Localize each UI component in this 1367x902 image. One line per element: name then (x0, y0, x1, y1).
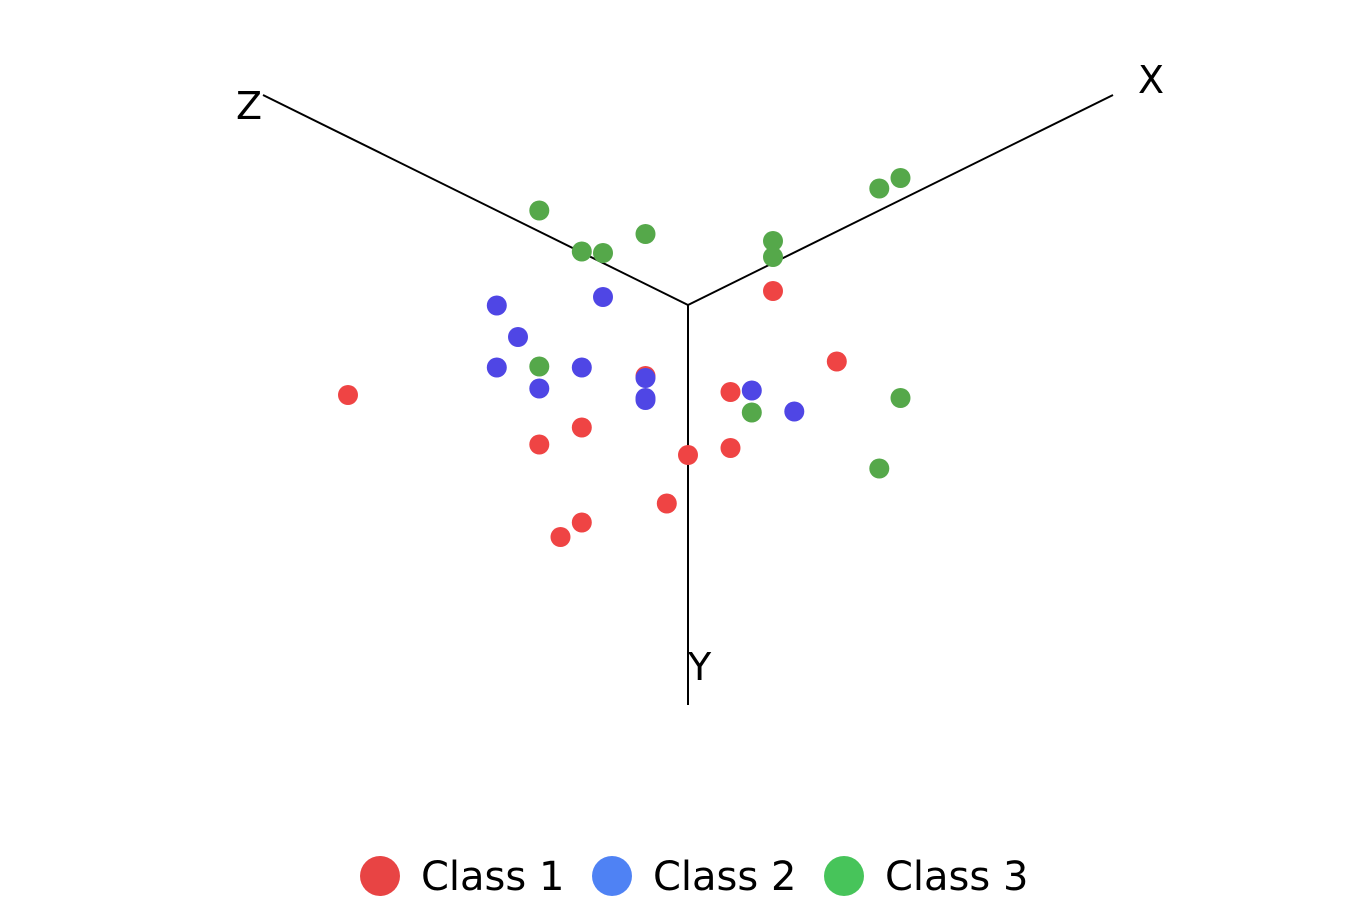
data-point-series-1-9 (571, 417, 592, 438)
data-point-series-2-9 (486, 357, 507, 378)
data-point-series-3-4 (869, 178, 890, 199)
data-point-series-2-1 (508, 327, 528, 347)
legend: Class 1 Class 2 Class 3 (360, 854, 1028, 900)
legend-swatch-1 (360, 856, 400, 896)
z-axis-line (262, 94, 689, 306)
data-point-series-3-5 (890, 168, 911, 188)
data-point-series-2-7 (784, 401, 805, 422)
data-points (338, 168, 911, 547)
x-axis-label: X (1138, 58, 1164, 102)
data-point-series-1-7 (678, 445, 698, 465)
legend-swatch-3 (824, 856, 864, 896)
data-point-series-1-10 (338, 385, 358, 405)
data-point-series-3-11 (529, 356, 550, 377)
series-3-points (529, 168, 911, 479)
legend-swatch-2 (592, 856, 632, 896)
series-2-points (486, 287, 805, 422)
data-point-series-1-11 (550, 527, 571, 547)
legend-item-1: Class 1 (360, 854, 564, 900)
data-point-series-3-3 (763, 231, 783, 251)
data-point-series-2-10 (529, 378, 550, 399)
data-point-series-3-8 (593, 243, 613, 263)
data-point-series-1-5 (656, 493, 677, 514)
data-point-series-3-9 (890, 388, 911, 408)
data-point-series-1-4 (571, 512, 592, 533)
data-point-series-1-6 (826, 351, 847, 372)
data-point-series-1-1 (763, 281, 783, 301)
data-point-series-3-2 (529, 200, 550, 221)
data-point-series-2-2 (571, 357, 592, 378)
data-point-series-3-10 (869, 458, 890, 479)
data-point-series-1-12 (720, 382, 741, 402)
x-axis-line (687, 94, 1114, 306)
data-point-series-3-7 (741, 402, 762, 423)
data-point-series-2-5 (741, 380, 762, 401)
series-1-points (338, 281, 847, 547)
data-point-series-3-1 (571, 241, 592, 262)
data-point-series-2-3 (635, 368, 656, 388)
legend-label-1: Class 1 (421, 854, 564, 900)
axes: X Z Y (236, 58, 1164, 705)
data-point-series-3-12 (635, 224, 656, 244)
data-point-series-3-6 (763, 247, 783, 267)
data-point-series-2-8 (593, 287, 613, 307)
data-point-series-2-6 (486, 295, 507, 316)
legend-label-3: Class 3 (885, 854, 1028, 900)
z-axis-label: Z (236, 84, 262, 128)
legend-label-2: Class 2 (653, 854, 796, 900)
data-point-series-1-3 (529, 434, 550, 455)
legend-item-2: Class 2 (592, 854, 796, 900)
legend-item-3: Class 3 (824, 854, 1028, 900)
y-axis-label: Y (687, 645, 712, 689)
data-point-series-2-11 (635, 388, 656, 408)
data-point-series-1-2 (720, 438, 741, 458)
